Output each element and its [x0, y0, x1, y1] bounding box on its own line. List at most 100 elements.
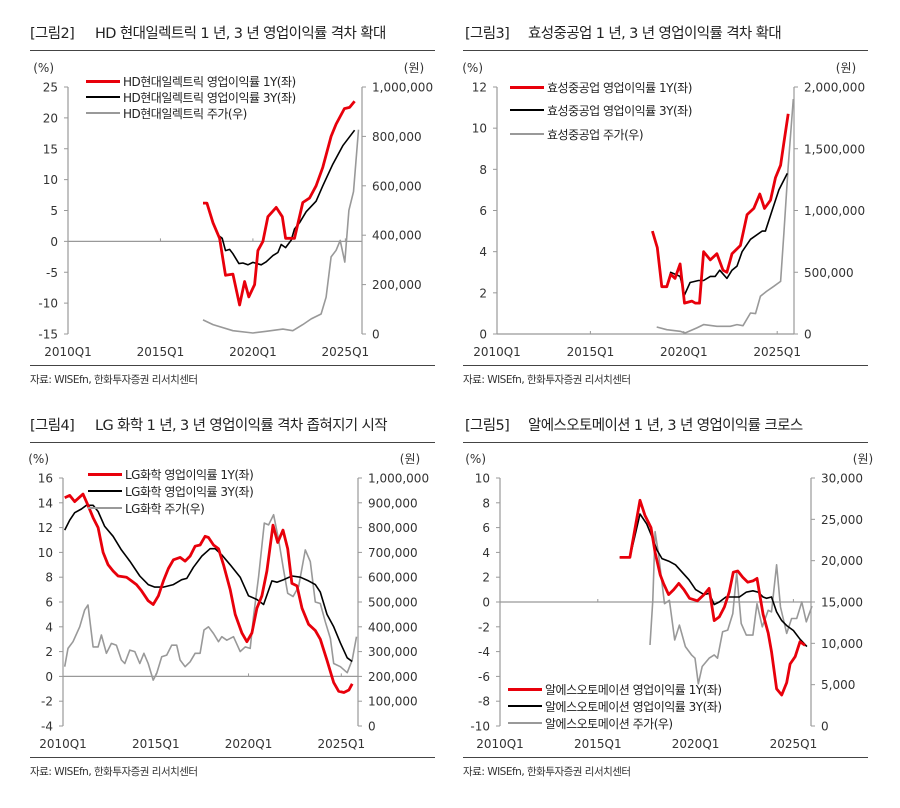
left-tick-label: 8 [479, 163, 487, 177]
legend-label: LG화학 영업이익률 1Y(좌) [125, 467, 254, 482]
legend-label: LG화학 주가(우) [125, 501, 205, 516]
chart-title: 알에스오토메이션 1 년, 3 년 영업이익률 크로스 [528, 418, 803, 434]
right-tick-label: 900,000 [368, 496, 418, 510]
x-tick-label: 2020Q1 [229, 345, 277, 359]
source-note: 자료: WISEfn, 한화투자증권 리서치센터 [30, 374, 198, 386]
legend-label: HD현대일렉트릭 주가(우) [123, 106, 247, 121]
source-note: 자료: WISEfn, 한화투자증권 리서치센터 [30, 766, 198, 778]
legend-label: 알에스오토메이션 영업이익률 3Y(좌) [545, 699, 722, 714]
right-tick-label: 0 [368, 720, 376, 734]
right-tick-label: 5,000 [821, 678, 855, 692]
source-rule [463, 365, 868, 366]
right-axis-unit: (원) [404, 61, 424, 75]
x-tick-label: 2020Q1 [672, 737, 720, 751]
legend-item-price: 효성중공업 주가(우) [510, 126, 644, 142]
figure-label: [그림5] [465, 418, 510, 434]
right-tick-label: 500,000 [368, 596, 418, 610]
right-tick-label: 500,000 [804, 266, 854, 280]
series-line-1y-margin [203, 100, 356, 307]
legend-swatch-black [88, 490, 122, 492]
right-axis-unit: (원) [853, 452, 873, 466]
legend-swatch-black [510, 109, 544, 111]
left-tick-label: 0 [50, 235, 58, 249]
left-tick-label: -8 [478, 695, 490, 709]
chart-title: LG 화학 1 년, 3 년 영업이익률 격차 좁혀지기 시작 [95, 418, 388, 434]
legend-swatch-red [88, 472, 122, 476]
series-line-3y-margin [63, 504, 353, 663]
right-tick-label: 1,000,000 [368, 472, 429, 486]
legend-item-3y: LG화학 영업이익률 3Y(좌) [88, 483, 254, 499]
legend-item-1y: 효성중공업 영업이익률 1Y(좌) [510, 79, 692, 95]
series-line-1y-margin [651, 113, 790, 305]
figure-5-panel: (%) (원) 10 8 6 4 2 0 -2 -4 -6 -8 -10 30,000 25,000 20,0… [450, 392, 900, 792]
left-tick-label: -15 [38, 328, 58, 342]
left-tick-label: 6 [45, 596, 53, 610]
left-axis-unit: (%) [33, 61, 54, 75]
legend-item-price: LG화학 주가(우) [88, 500, 205, 516]
figure-3-panel: (%) (원) 12 10 8 6 4 2 0 2,000,000 1,500,000 1,000,0… [450, 0, 900, 400]
legend-label: LG화학 영업이익률 3Y(좌) [125, 484, 254, 499]
source-rule [30, 365, 435, 366]
series-line-1y-margin [64, 492, 354, 694]
left-tick-label: 10 [472, 122, 487, 136]
source-note: 자료: WISEfn, 한화투자증권 리서치센터 [463, 374, 631, 386]
left-tick-label: -5 [46, 266, 58, 280]
figure-label: [그림3] [465, 26, 510, 42]
figure-4-chart: (%) (원) 16 14 12 10 8 6 4 2 0 -2 -4 1,000,000 900,000 8… [28, 452, 429, 751]
x-tick-label: 2025Q1 [322, 345, 370, 359]
right-tick-label: 400,000 [368, 620, 418, 634]
right-tick-label: 20,000 [821, 554, 863, 568]
right-tick-label: 0 [804, 328, 812, 342]
series-line-stock-price [649, 530, 813, 685]
left-tick-label: 15 [43, 142, 58, 156]
x-tick-label: 2015Q1 [567, 345, 615, 359]
legend-item-3y: HD현대일렉트릭 영업이익률 3Y(좌) [86, 89, 296, 105]
right-tick-label: 30,000 [821, 472, 863, 486]
x-tick-label: 2010Q1 [473, 345, 521, 359]
right-tick-label: 2,000,000 [804, 81, 865, 95]
right-tick-label: 700,000 [368, 546, 418, 560]
right-tick-label: 1,500,000 [804, 142, 865, 156]
title-rule [30, 442, 435, 443]
legend-swatch-gray [508, 722, 542, 724]
right-tick-label: 0 [372, 328, 380, 342]
left-tick-label: 16 [38, 472, 53, 486]
chart-title: 효성중공업 1 년, 3 년 영업이익률 격차 확대 [528, 26, 782, 42]
right-tick-label: 300,000 [368, 645, 418, 659]
left-tick-label: -4 [478, 645, 490, 659]
source-rule [463, 757, 868, 758]
left-tick-label: 10 [43, 173, 58, 187]
series-line-stock-price [63, 513, 358, 681]
legend-swatch-black [508, 705, 542, 707]
x-tick-label: 2025Q1 [753, 345, 801, 359]
left-tick-label: 0 [482, 596, 490, 610]
left-tick-label: 5 [50, 204, 58, 218]
left-tick-label: 0 [45, 670, 53, 684]
left-tick-label: -10 [38, 297, 58, 311]
source-note: 자료: WISEfn, 한화투자증권 리서치센터 [463, 766, 631, 778]
left-tick-label: 6 [479, 204, 487, 218]
left-tick-label: 4 [479, 245, 487, 259]
chart-title: HD 현대일렉트릭 1 년, 3 년 영업이익률 격차 확대 [95, 26, 386, 42]
left-tick-label: 2 [479, 286, 487, 300]
source-rule [30, 757, 435, 758]
legend-label: 효성중공업 주가(우) [547, 127, 644, 142]
left-tick-label: 14 [38, 496, 53, 510]
right-tick-label: 0 [821, 720, 829, 734]
left-tick-label: -10 [470, 720, 490, 734]
legend-item-1y: 알에스오토메이션 영업이익률 1Y(좌) [508, 681, 722, 697]
legend-swatch-black [86, 96, 120, 98]
left-tick-label: 6 [482, 521, 490, 535]
legend-swatch-red [86, 79, 120, 83]
x-tick-label: 2010Q1 [44, 345, 92, 359]
left-tick-label: -2 [478, 620, 490, 634]
title-rule [463, 442, 868, 443]
figure-2-chart: (%) (원) 25 20 15 10 5 0 -5 -10 -15 1,000,000 800,000… [33, 61, 433, 359]
x-tick-label: 2025Q1 [317, 737, 365, 751]
left-axis-unit: (%) [465, 452, 486, 466]
x-tick-label: 2010Q1 [476, 737, 524, 751]
right-tick-label: 400,000 [372, 229, 422, 243]
x-tick-label: 2015Q1 [137, 345, 185, 359]
x-tick-label: 2020Q1 [660, 345, 708, 359]
right-tick-label: 600,000 [368, 571, 418, 585]
